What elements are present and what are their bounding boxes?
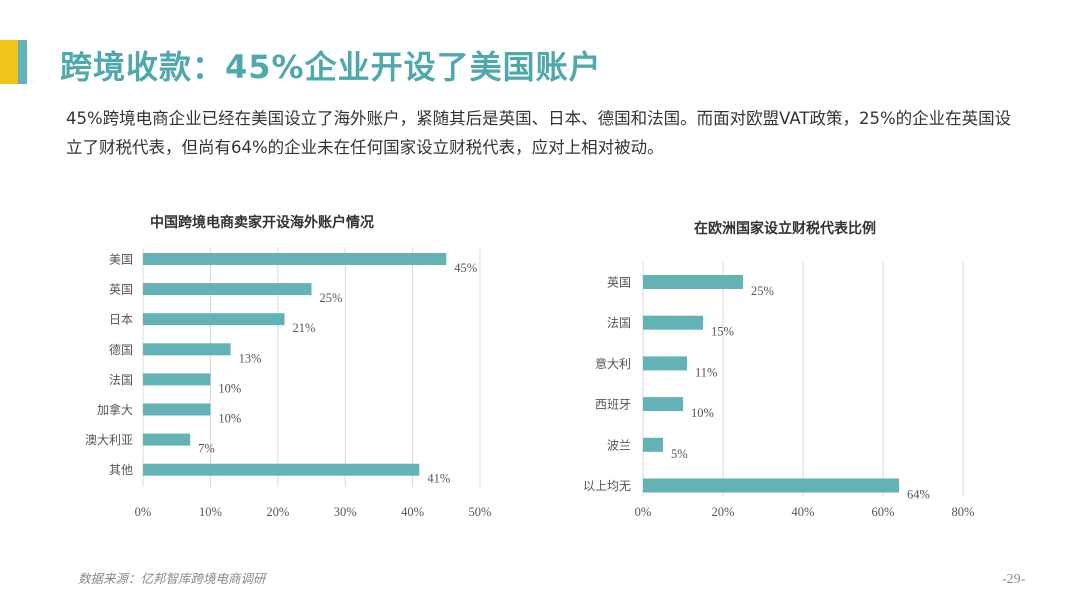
accent-bar-yellow <box>0 40 18 84</box>
data-source: 数据来源：亿邦智库跨境电商调研 <box>78 571 266 586</box>
bar <box>643 315 703 330</box>
x-tick-label: 10% <box>199 505 222 519</box>
chart2-title: 在欧洲国家设立财税代表比例 <box>694 221 876 237</box>
category-label: 美国 <box>109 253 133 267</box>
data-label: 25% <box>751 284 774 298</box>
bar <box>143 313 285 326</box>
category-label: 其他 <box>109 463 133 477</box>
page-title: 跨境收款：45%企业开设了美国账户 <box>60 48 602 86</box>
x-tick-label: 20% <box>266 505 289 519</box>
data-label: 45% <box>454 261 477 275</box>
bar <box>143 373 211 386</box>
chart-overseas-accounts: 0% 10% 20% 30% 40% 50% 美国 45% 英国 25% 日本 21% 德国 13% 法国 1… <box>85 248 491 519</box>
data-label: 11% <box>695 365 717 379</box>
bar <box>643 478 899 493</box>
bar <box>143 433 191 446</box>
x-tick-label: 40% <box>792 505 815 519</box>
data-label: 5% <box>671 447 688 461</box>
x-tick-label: 50% <box>469 505 492 519</box>
category-label: 澳大利亚 <box>85 433 133 447</box>
data-label: 10% <box>218 381 241 395</box>
bar <box>143 253 447 265</box>
x-tick-label: 0% <box>635 505 652 519</box>
data-label: 25% <box>320 291 343 305</box>
data-label: 10% <box>691 406 714 420</box>
bar <box>143 463 420 476</box>
category-label: 以上均无 <box>583 479 631 493</box>
x-tick-label: 0% <box>135 505 152 519</box>
data-label: 10% <box>218 412 241 426</box>
category-label: 日本 <box>109 313 133 327</box>
x-tick-label: 60% <box>872 505 895 519</box>
category-label: 意大利 <box>595 356 631 371</box>
chart-eu-tax-representatives: 0% 20% 40% 60% 80% 英国 25% 法国 15% 意大利 11% 西班牙 10% 波兰 5%… <box>583 262 974 519</box>
x-tick-label: 30% <box>334 505 357 519</box>
data-label: 7% <box>198 442 215 456</box>
category-label: 英国 <box>109 283 133 297</box>
page-number: -29- <box>1002 572 1026 587</box>
bar <box>643 437 663 452</box>
data-label: 15% <box>711 325 734 339</box>
summary-paragraph: 45%跨境电商企业已经在美国设立了海外账户，紧随其后是英国、日本、德国和法国。而… <box>66 109 1012 157</box>
bar <box>643 275 743 289</box>
bar <box>143 283 312 296</box>
category-label: 西班牙 <box>595 398 631 412</box>
bar <box>143 403 211 416</box>
bar <box>143 343 231 356</box>
category-label: 法国 <box>109 373 133 387</box>
category-label: 德国 <box>109 342 133 357</box>
data-label: 13% <box>239 351 262 365</box>
bar <box>643 397 683 412</box>
category-label: 英国 <box>607 276 631 290</box>
bar <box>643 356 687 371</box>
data-label: 41% <box>427 472 450 486</box>
accent-bar-teal <box>18 40 27 84</box>
x-tick-label: 20% <box>712 505 735 519</box>
category-label: 加拿大 <box>97 402 133 417</box>
data-label: 21% <box>293 321 316 335</box>
data-label: 64% <box>907 488 930 502</box>
x-tick-label: 40% <box>401 505 424 519</box>
x-tick-label: 80% <box>952 505 975 519</box>
chart1-title: 中国跨境电商卖家开设海外账户情况 <box>150 215 374 231</box>
category-label: 波兰 <box>607 438 631 452</box>
category-label: 法国 <box>607 316 631 330</box>
